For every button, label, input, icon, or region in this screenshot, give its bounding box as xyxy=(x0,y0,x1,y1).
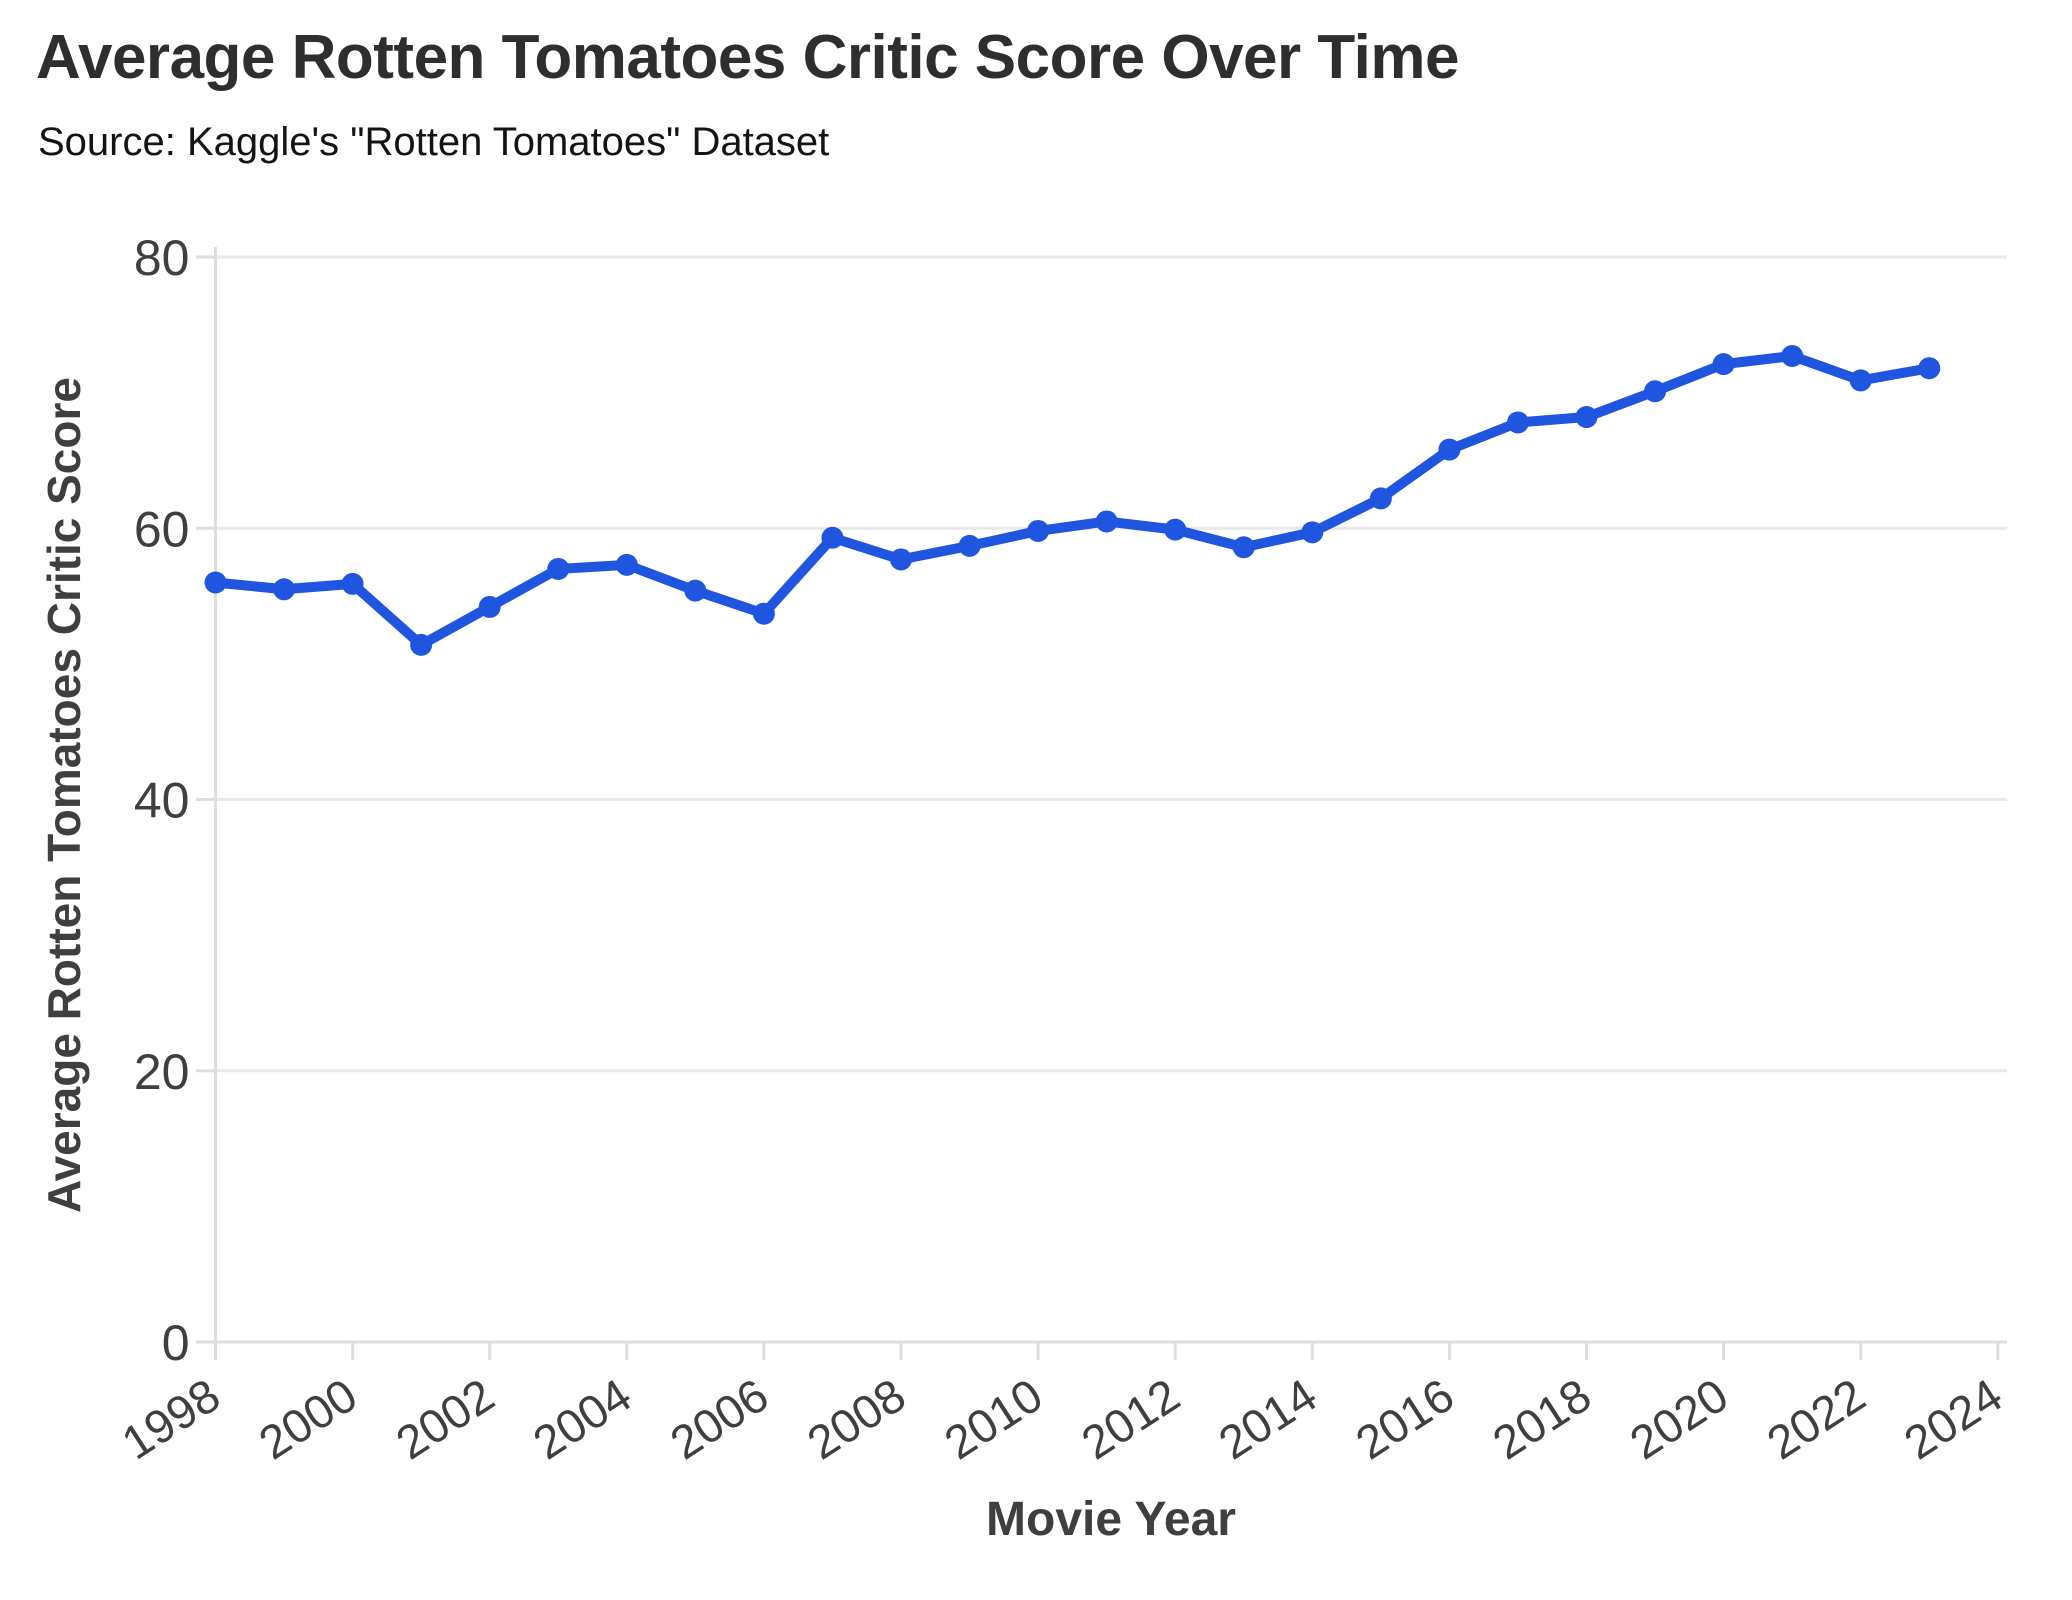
chart-subtitle: Source: Kaggle's "Rotten Tomatoes" Datas… xyxy=(38,120,830,164)
score-line xyxy=(210,351,1935,650)
data-point-2000 xyxy=(341,572,364,595)
x-tick-label: 2024 xyxy=(1895,1368,2012,1469)
y-tick-label: 40 xyxy=(134,773,190,829)
data-point-2017 xyxy=(1506,411,1529,434)
data-point-1998 xyxy=(204,571,227,594)
data-point-2006 xyxy=(752,602,775,625)
x-tick-label: 2014 xyxy=(1209,1368,1326,1469)
y-tick-label: 0 xyxy=(162,1315,190,1371)
data-point-2011 xyxy=(1095,510,1118,533)
y-tick-label: 20 xyxy=(134,1044,190,1100)
x-tick-label: 2008 xyxy=(798,1368,915,1469)
x-tick-label: 2010 xyxy=(935,1368,1052,1469)
x-tick-label: 2016 xyxy=(1346,1368,1463,1469)
data-point-2003 xyxy=(547,557,570,580)
data-point-1999 xyxy=(273,578,296,601)
data-point-2023 xyxy=(1918,357,1941,380)
x-tick-label: 2022 xyxy=(1758,1368,1875,1469)
y-tick-label: 80 xyxy=(134,230,190,286)
data-point-2004 xyxy=(615,553,638,576)
x-tick-label: 2020 xyxy=(1620,1368,1737,1469)
x-tick-label: 2002 xyxy=(387,1368,504,1469)
data-point-2002 xyxy=(478,595,501,618)
data-point-2008 xyxy=(890,548,912,571)
x-tick-label: 2000 xyxy=(249,1368,366,1469)
y-tick-label: 60 xyxy=(134,501,190,557)
x-tick-label: 2018 xyxy=(1483,1368,1600,1469)
data-point-2019 xyxy=(1644,380,1667,403)
data-point-2016 xyxy=(1438,438,1461,461)
data-point-2012 xyxy=(1164,518,1187,541)
chart-title: Average Rotten Tomatoes Critic Score Ove… xyxy=(36,23,1459,92)
x-tick-label: 2004 xyxy=(524,1368,641,1469)
x-tick-label: 2012 xyxy=(1072,1368,1189,1469)
data-point-2013 xyxy=(1232,536,1255,559)
data-point-2001 xyxy=(410,633,433,656)
x-tick-label: 2006 xyxy=(661,1368,778,1469)
data-point-2015 xyxy=(1369,487,1392,510)
data-point-2014 xyxy=(1301,521,1324,544)
x-tick-label: 1998 xyxy=(112,1368,229,1469)
data-point-2021 xyxy=(1781,345,1804,368)
data-point-2010 xyxy=(1027,519,1050,542)
data-point-2020 xyxy=(1712,353,1735,376)
data-point-2009 xyxy=(958,534,981,557)
data-point-2022 xyxy=(1849,369,1872,392)
x-axis-title: Movie Year xyxy=(986,1493,1236,1546)
data-point-2018 xyxy=(1575,406,1598,429)
data-point-2007 xyxy=(821,526,844,549)
data-point-2005 xyxy=(684,579,707,602)
